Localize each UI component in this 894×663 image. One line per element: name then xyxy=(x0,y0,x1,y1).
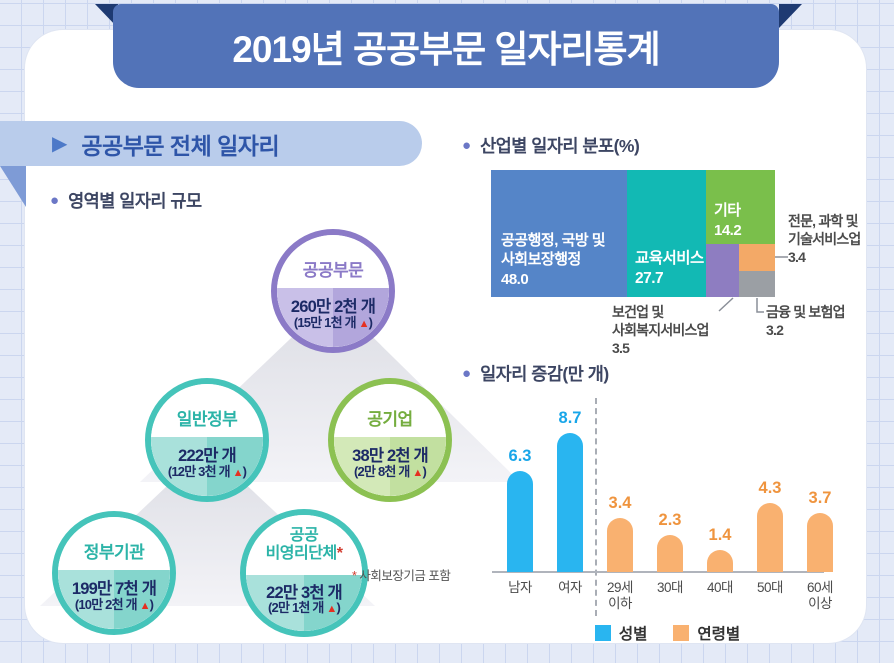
bubble-title: 정부기관 xyxy=(83,542,145,562)
up-arrow-icon: ▲ xyxy=(232,467,244,480)
x-axis-label: 여자 xyxy=(558,580,582,595)
legend-label: 연령별 xyxy=(697,626,741,643)
bar-value-label: 4.3 xyxy=(758,479,782,497)
bullet-icon: ● xyxy=(50,192,60,209)
treemap-segment-public-admin: 공공행정, 국방 및 사회보장행정 48.0 xyxy=(491,170,627,297)
chart-bar xyxy=(507,471,533,572)
bubble-value: 22만 3천 개 xyxy=(266,583,343,602)
bubble-value: 38만 2천 개 xyxy=(352,447,429,466)
industry-heading: ● 산업별 일자리 분포(%) xyxy=(462,133,640,158)
up-arrow-icon: ▲ xyxy=(412,467,423,480)
x-axis-label: 50대 xyxy=(757,580,783,595)
bubble-fill xyxy=(334,384,446,496)
bubble-value: 222만 개 xyxy=(178,447,236,466)
legend-item: 연령별 xyxy=(673,622,740,644)
bubble-fill xyxy=(151,384,263,496)
x-axis-label: 남자 xyxy=(508,580,532,595)
bubble-government-agency: 정부기관 199만 7천 개 (10만 2천 개 ▲) xyxy=(52,511,176,635)
treemap-segment-finance xyxy=(739,271,775,297)
x-axis-label: 60세 이상 xyxy=(807,580,833,612)
bar-value-label: 2.3 xyxy=(658,511,682,529)
bar-value-label: 1.4 xyxy=(708,526,732,544)
bubble-title: 공공 비영리단체* xyxy=(265,526,343,562)
banner-right-fold xyxy=(779,4,802,28)
bubble-value: 260만 2천 개 xyxy=(290,298,376,317)
bar-value-label: 6.3 xyxy=(508,447,532,465)
footnote-text: 사회보장기금 포함 xyxy=(359,569,451,583)
segment-label: 교육서비스 27.7 xyxy=(635,249,704,287)
treemap-segment-education: 교육서비스 27.7 xyxy=(627,170,706,297)
bubble-title: 공공부문 xyxy=(302,260,364,280)
bubble-delta: (2만 8천 개 ▲) xyxy=(354,464,427,480)
legend-swatch-icon xyxy=(673,625,690,641)
play-triangle-icon: ▶ xyxy=(52,133,68,155)
segment-label: 공공행정, 국방 및 사회보장행정 48.0 xyxy=(501,231,606,288)
bubble-public-corporation: 공기업 38만 2천 개 (2만 8천 개 ▲) xyxy=(328,378,452,502)
bubble-delta: (2만 1천 개 ▲) xyxy=(268,600,341,616)
up-arrow-icon: ▲ xyxy=(326,603,337,616)
x-axis-line xyxy=(492,571,824,573)
segment-label: 기타 14.2 xyxy=(714,202,742,239)
footnote-asterisk: * xyxy=(352,569,360,583)
chart-bar xyxy=(807,513,833,572)
label-finance: 금융 및 보험업 3.2 xyxy=(766,304,845,339)
chart-bar xyxy=(757,503,783,572)
section-bar-fold xyxy=(0,166,26,207)
subsection-heading-label: 영역별 일자리 규모 xyxy=(68,191,202,211)
bubble-fill xyxy=(277,235,389,347)
legend-label: 성별 xyxy=(618,626,648,643)
label-connector-lines xyxy=(718,256,788,313)
bubble-title: 공기업 xyxy=(367,409,413,429)
bar-value-label: 8.7 xyxy=(558,409,582,427)
jobs-change-bar-chart: 성별 연령별 6.3 남자 8.7 여자 3.4 29세 이하 2.3 30대 1.4 40대 4.3… xyxy=(455,388,880,656)
bullet-icon: ● xyxy=(462,365,472,382)
x-axis-label: 40대 xyxy=(707,580,733,595)
bubble-title: 일반정부 xyxy=(176,409,238,429)
label-health-welfare: 보건업 및 사회복지서비스업 3.5 xyxy=(612,304,709,357)
chart-bar xyxy=(557,433,583,572)
change-heading: ● 일자리 증감(만 개) xyxy=(462,361,609,386)
up-arrow-icon: ▲ xyxy=(139,600,151,613)
bubble-delta: (10만 2천 개 ▲) xyxy=(74,597,154,613)
up-arrow-icon: ▲ xyxy=(358,318,370,331)
legend-swatch-icon xyxy=(594,625,611,641)
bar-value-label: 3.4 xyxy=(608,494,632,512)
section-header-bar: ▶ 공공부문 전체 일자리 xyxy=(0,121,422,166)
change-heading-label: 일자리 증감(만 개) xyxy=(480,364,609,384)
group-divider-dashed-line xyxy=(595,398,597,616)
x-axis-label: 29세 이하 xyxy=(607,580,633,612)
bubble-value: 199만 7천 개 xyxy=(71,580,157,599)
bullet-icon: ● xyxy=(462,137,472,154)
chart-bar xyxy=(607,518,633,572)
treemap-segment-etc: 기타 14.2 xyxy=(706,170,775,244)
bubble-public-nonprofit: 공공 비영리단체* 22만 3천 개 (2만 1천 개 ▲) xyxy=(240,509,368,637)
label-professional: 전문, 과학 및 기술서비스업 3.4 xyxy=(788,213,861,266)
bubble-public-sector: 공공부문 260만 2천 개 (15만 1천 개 ▲) xyxy=(271,229,395,353)
treemap-segment-professional xyxy=(739,244,775,271)
chart-bar xyxy=(707,550,733,572)
section-header-label: 공공부문 전체 일자리 xyxy=(81,132,280,159)
bubble-general-government: 일반정부 222만 개 (12만 3천 개 ▲) xyxy=(145,378,269,502)
bar-value-label: 3.7 xyxy=(808,489,832,507)
bubble-delta: (15만 1천 개 ▲) xyxy=(293,315,373,331)
bubble-delta: (12만 3천 개 ▲) xyxy=(167,464,247,480)
industry-heading-label: 산업별 일자리 분포(%) xyxy=(480,136,640,156)
chart-bar xyxy=(657,535,683,572)
legend-item: 성별 xyxy=(594,622,648,644)
page-title-banner: 2019년 공공부문 일자리통계 xyxy=(113,4,779,88)
bubble-fill xyxy=(58,517,170,629)
subsection-heading: ● 영역별 일자리 규모 xyxy=(50,188,202,213)
bubble-fill xyxy=(246,515,362,631)
page-title: 2019년 공공부문 일자리통계 xyxy=(232,29,660,70)
chart-legend: 성별 연령별 xyxy=(455,622,880,644)
footnote: * 사회보장기금 포함 xyxy=(352,565,451,584)
treemap-segment-health-welfare xyxy=(706,244,739,297)
x-axis-label: 30대 xyxy=(657,580,683,595)
